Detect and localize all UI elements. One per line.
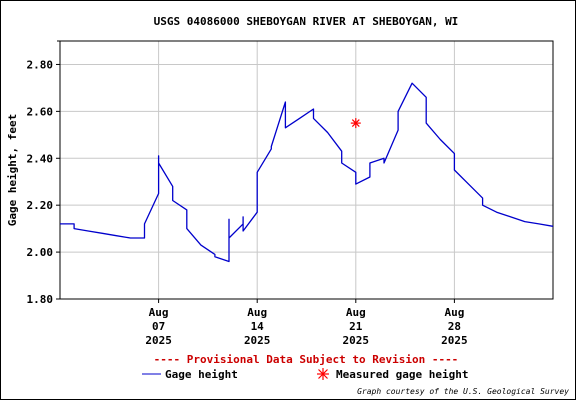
x-tick-label: 2025 (145, 334, 172, 347)
credit-text: Graph courtesy of the U.S. Geological Su… (357, 387, 569, 396)
measured-gage-height-point (350, 118, 361, 129)
x-tick-label: 2025 (441, 334, 468, 347)
legend-asterisk-icon (317, 368, 329, 380)
x-tick-label: 07 (152, 320, 165, 333)
x-tick-label: 14 (251, 320, 265, 333)
x-tick-label: Aug (346, 306, 366, 319)
provisional-notice: ---- Provisional Data Subject to Revisio… (154, 353, 459, 366)
legend-label-measured-gage-height: Measured gage height (336, 368, 468, 381)
chart-title: USGS 04086000 SHEBOYGAN RIVER AT SHEBOYG… (154, 15, 459, 28)
x-tick-label: 2025 (244, 334, 271, 347)
x-tick-label: Aug (444, 306, 464, 319)
y-tick-label: 2.60 (27, 105, 54, 118)
y-tick-label: 2.40 (27, 152, 54, 165)
x-tick-label: 2025 (343, 334, 370, 347)
y-axis-label: Gage height, feet (6, 114, 19, 227)
legend: Gage height Measured gage height (142, 368, 468, 381)
series-line-gage-height (60, 82, 554, 263)
x-tick-label: Aug (149, 306, 169, 319)
y-tick-label: 1.80 (27, 293, 54, 306)
x-tick-label: Aug (247, 306, 267, 319)
plot-area (59, 40, 554, 300)
y-axis-ticks: 1.80 2.00 2.20 2.40 2.60 2.80 (27, 40, 60, 306)
y-tick-label: 2.00 (27, 246, 54, 259)
x-tick-label: 28 (448, 320, 461, 333)
x-tick-label: 21 (349, 320, 363, 333)
asterisk-stroke (351, 119, 360, 128)
series-layer (60, 82, 554, 263)
legend-label-gage-height: Gage height (165, 368, 238, 381)
y-tick-label: 2.80 (27, 58, 54, 71)
y-tick-label: 2.20 (27, 199, 54, 212)
grid-lines (60, 41, 553, 300)
